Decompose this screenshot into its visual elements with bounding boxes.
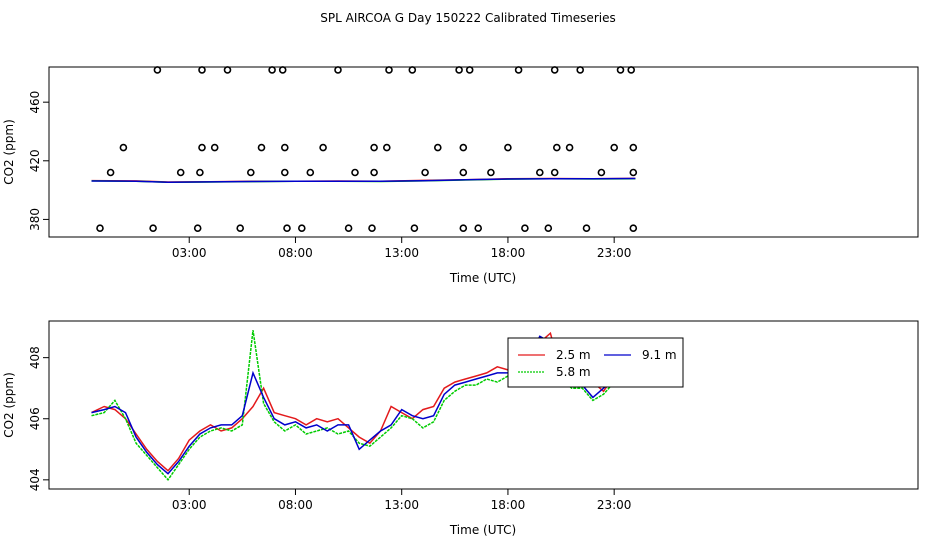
data-point [283, 224, 291, 232]
data-point [223, 66, 232, 74]
scatter-x-tick-label: 23:00 [597, 246, 632, 260]
data-point [550, 66, 559, 74]
data-point [370, 143, 378, 152]
data-point [459, 168, 468, 177]
data-point [236, 224, 244, 232]
scatter-line-9-1-m [91, 177, 636, 183]
line-y-ticks: 404 406 408 [28, 346, 49, 491]
data-point [487, 168, 495, 177]
data-point [268, 66, 276, 74]
data-point [319, 143, 327, 152]
data-point [153, 66, 162, 74]
data-point [382, 143, 391, 152]
line-y-tick-label: 408 [28, 346, 42, 369]
line-y-tick-label: 406 [28, 407, 42, 430]
data-point [408, 66, 417, 74]
line-y-tick-label: 404 [28, 468, 42, 491]
scatter-x-tick-label: 13:00 [384, 246, 419, 260]
scatter-y-axis-label: CO2 (ppm) [2, 119, 16, 185]
data-point [280, 168, 289, 177]
data-point [521, 224, 529, 232]
data-point [385, 66, 393, 74]
line-panel: 03:00 08:00 13:00 18:00 23:00 404 406 408 Time… [2, 320, 919, 537]
data-point [334, 66, 342, 74]
line-x-axis-label: Time (UTC) [449, 523, 516, 537]
line-x-tick-label: 18:00 [491, 498, 526, 512]
data-point [351, 168, 359, 177]
data-point [297, 224, 306, 232]
data-point [96, 224, 104, 232]
data-point [149, 224, 157, 232]
line-y-axis-label: CO2 (ppm) [2, 372, 16, 438]
line-x-ticks: 03:00 08:00 13:00 18:00 23:00 [172, 489, 632, 512]
line-x-tick-label: 08:00 [278, 498, 313, 512]
line-x-tick-label: 13:00 [384, 498, 419, 512]
scatter-y-tick-label: 420 [28, 149, 42, 172]
data-point [459, 143, 468, 152]
data-point [198, 66, 206, 74]
scatter-plot-frame [48, 66, 919, 238]
scatter-x-tick-label: 08:00 [278, 246, 313, 260]
data-point [459, 224, 468, 232]
data-point [610, 143, 619, 152]
data-point [257, 143, 266, 152]
scatter-panel: 03:00 08:00 13:00 18:00 23:00 380 420 460 Time… [2, 66, 919, 285]
data-point [550, 168, 559, 177]
data-point [627, 66, 636, 74]
data-point [629, 143, 638, 152]
data-point [198, 143, 206, 152]
data-point [433, 143, 442, 152]
scatter-points [96, 66, 638, 232]
data-point [565, 143, 574, 152]
data-point [278, 66, 287, 74]
data-point [616, 66, 625, 74]
scatter-x-tick-label: 03:00 [172, 246, 207, 260]
scatter-y-tick-label: 460 [28, 91, 42, 114]
data-point [344, 224, 353, 232]
data-point [597, 168, 606, 177]
scatter-x-tick-label: 18:00 [491, 246, 526, 260]
data-point [280, 143, 289, 152]
data-point [193, 224, 202, 232]
data-point [629, 168, 638, 177]
data-point [210, 143, 219, 152]
scatter-x-ticks: 03:00 08:00 13:00 18:00 23:00 [172, 237, 632, 260]
data-point [368, 224, 376, 232]
data-point [196, 168, 204, 177]
data-point [119, 143, 128, 152]
data-point [629, 224, 638, 232]
data-point [552, 143, 561, 152]
data-point [504, 143, 512, 152]
figure-title: SPL AIRCOA G Day 150222 Calibrated Times… [320, 11, 615, 25]
data-point [421, 168, 429, 177]
legend-label-2-5m: 2.5 m [556, 348, 591, 362]
scatter-y-ticks: 380 420 460 [28, 91, 49, 231]
data-point [582, 224, 591, 232]
scatter-series-lines [91, 177, 636, 184]
data-point [576, 66, 585, 74]
legend-label-5-8m: 5.8 m [556, 365, 591, 379]
line-x-tick-label: 03:00 [172, 498, 207, 512]
legend-box [507, 337, 684, 388]
data-point [306, 168, 315, 177]
scatter-y-tick-label: 380 [28, 208, 42, 231]
data-point [544, 224, 553, 232]
data-point [455, 66, 463, 74]
data-point [474, 224, 483, 232]
data-point [247, 168, 255, 177]
scatter-x-axis-label: Time (UTC) [449, 271, 516, 285]
data-point [535, 168, 544, 177]
legend: 2.5 m 9.1 m 5.8 m [507, 337, 684, 388]
data-point [514, 66, 523, 74]
legend-label-9-1m: 9.1 m [642, 348, 677, 362]
data-point [370, 168, 378, 177]
data-point [465, 66, 474, 74]
data-point [106, 168, 115, 177]
data-point [410, 224, 419, 232]
data-point [176, 168, 185, 177]
line-plot-frame [48, 320, 919, 490]
line-x-tick-label: 23:00 [597, 498, 632, 512]
